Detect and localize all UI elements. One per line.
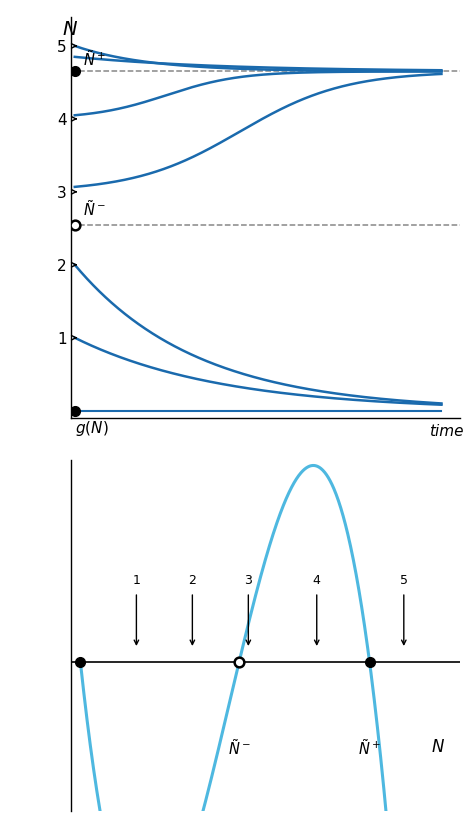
Text: 5: 5 (400, 573, 408, 587)
Text: time: time (429, 424, 464, 439)
Text: $g(N)$: $g(N)$ (75, 420, 109, 438)
Text: 4: 4 (313, 573, 321, 587)
Text: 1: 1 (132, 573, 140, 587)
Text: $\tilde{N}^-$: $\tilde{N}^-$ (83, 199, 105, 219)
Text: $N$: $N$ (63, 20, 78, 39)
Text: 2: 2 (189, 573, 196, 587)
Text: $\tilde{N}^+$: $\tilde{N}^+$ (358, 738, 381, 757)
Text: 3: 3 (245, 573, 252, 587)
Text: $\tilde{N}^-$: $\tilde{N}^-$ (228, 738, 250, 757)
Text: $\tilde{N}^+$: $\tilde{N}^+$ (83, 48, 105, 69)
Text: $N$: $N$ (431, 738, 445, 756)
